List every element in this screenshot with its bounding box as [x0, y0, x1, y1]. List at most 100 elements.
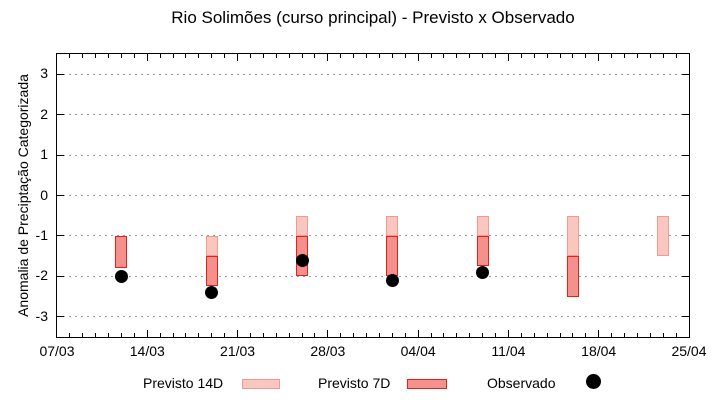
y-tick [682, 235, 689, 237]
x-tick [275, 333, 277, 337]
x-tick [469, 333, 471, 337]
y-tick-label: 2 [40, 105, 48, 122]
x-tick [404, 333, 406, 337]
x-tick [482, 54, 484, 58]
x-tick [391, 333, 393, 337]
x-tick [430, 333, 432, 337]
x-tick [533, 54, 535, 58]
observado-point [295, 253, 309, 267]
x-tick [262, 54, 264, 58]
x-tick [159, 54, 161, 58]
y-gridline [57, 195, 689, 196]
x-tick-label: 28/03 [310, 343, 346, 359]
x-tick [353, 54, 355, 58]
y-tick [57, 114, 64, 116]
x-tick [327, 54, 329, 61]
x-tick [482, 333, 484, 337]
x-tick [82, 54, 84, 58]
x-tick [469, 54, 471, 58]
y-gridline [57, 235, 689, 237]
x-tick [456, 333, 458, 337]
y-tick-label: -1 [35, 226, 48, 243]
x-tick [546, 54, 548, 58]
x-tick [495, 333, 497, 337]
x-tick [417, 54, 419, 61]
x-tick [133, 333, 135, 337]
x-tick [366, 333, 368, 337]
y-tick-label: 0 [40, 186, 48, 203]
range-bar-previsto-7d [566, 256, 579, 297]
x-tick [120, 54, 122, 58]
x-tick [353, 333, 355, 337]
range-bar-previsto-14d [657, 215, 670, 257]
range-bar-previsto-14d [296, 215, 309, 236]
x-tick [598, 54, 600, 61]
x-tick [69, 333, 71, 337]
range-bar-previsto-14d [205, 235, 218, 257]
y-tick [682, 154, 689, 156]
x-tick [198, 333, 200, 337]
legend-label-previsto-14d: Previsto 14D [143, 375, 224, 391]
range-bar-previsto-14d [386, 215, 399, 236]
y-tick [57, 275, 64, 277]
x-tick [404, 54, 406, 58]
x-tick [133, 54, 135, 58]
x-tick [211, 333, 213, 337]
y-gridline [57, 154, 689, 156]
x-tick [314, 333, 316, 337]
y-tick [57, 195, 64, 196]
x-tick-label: 21/03 [220, 343, 256, 359]
y-tick-label: -3 [35, 307, 48, 324]
x-tick [224, 333, 226, 337]
x-tick [185, 54, 187, 58]
x-tick [95, 54, 97, 58]
y-gridline [57, 316, 689, 318]
x-tick-label: 04/04 [400, 343, 436, 359]
x-tick [120, 333, 122, 337]
x-tick [585, 333, 587, 337]
x-tick [495, 54, 497, 58]
y-gridline [57, 73, 689, 75]
x-tick [95, 333, 97, 337]
x-tick [636, 333, 638, 337]
x-tick [340, 333, 342, 337]
x-tick [275, 54, 277, 58]
x-tick [159, 333, 161, 337]
y-tick [682, 114, 689, 116]
legend-swatch-previsto-14d-icon [242, 379, 280, 389]
x-tick [391, 54, 393, 58]
y-tick [57, 235, 64, 237]
x-tick [301, 333, 303, 337]
x-tick [430, 54, 432, 58]
x-tick [675, 54, 677, 58]
x-tick [662, 54, 664, 58]
y-tick-label: -2 [35, 267, 48, 284]
x-tick [443, 333, 445, 337]
x-tick [520, 333, 522, 337]
x-tick [288, 333, 290, 337]
x-tick-label: 11/04 [491, 343, 526, 359]
x-tick [172, 333, 174, 337]
x-tick [572, 333, 574, 337]
x-tick [507, 330, 509, 337]
x-tick [636, 54, 638, 58]
x-tick [624, 54, 625, 58]
y-tick-label: 1 [40, 146, 48, 163]
x-tick [82, 333, 84, 337]
y-tick [682, 316, 689, 318]
y-tick [682, 195, 689, 196]
x-tick [211, 54, 213, 58]
x-tick [611, 333, 613, 337]
x-tick [378, 333, 380, 337]
observado-point [476, 265, 490, 279]
x-tick [314, 54, 316, 58]
y-tick-label: 3 [40, 65, 48, 82]
x-tick [237, 54, 239, 61]
x-tick [185, 333, 187, 337]
range-bar-previsto-14d [476, 215, 489, 236]
x-tick [649, 54, 651, 58]
x-tick [249, 333, 251, 337]
legend-swatch-previsto-7d-icon [407, 379, 447, 389]
x-tick [649, 333, 651, 337]
